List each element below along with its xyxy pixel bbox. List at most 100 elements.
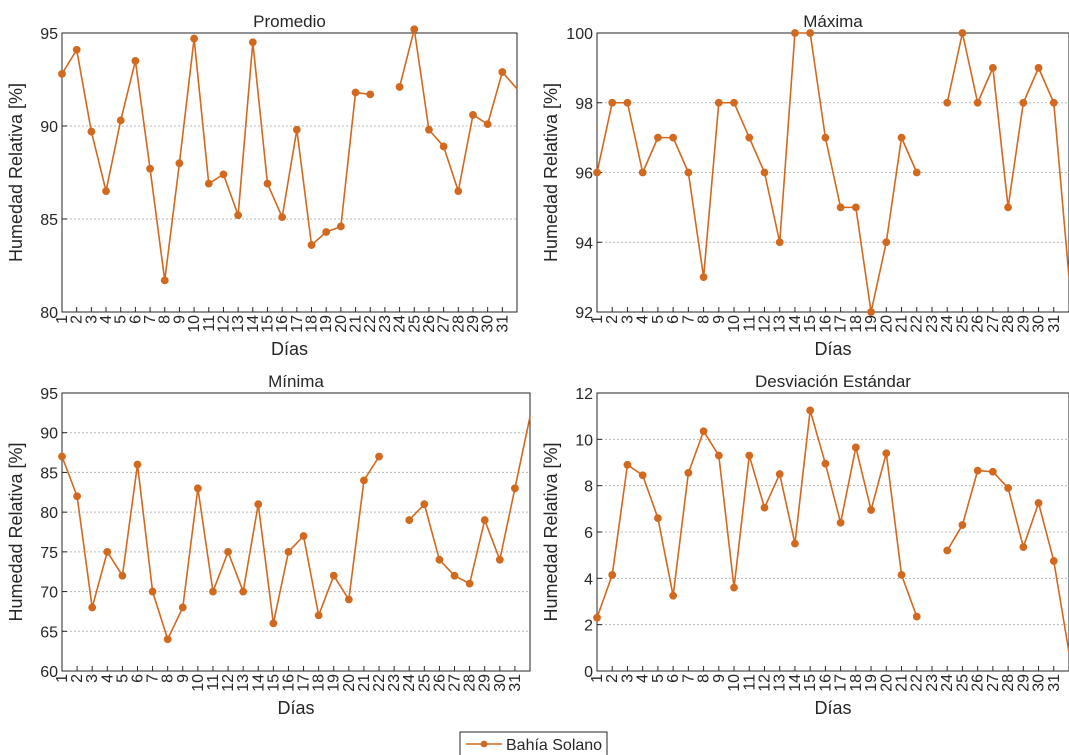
- chart0-data-point: [248, 38, 257, 47]
- chart3-xtick-label: 2: [604, 674, 621, 683]
- chart3-xtick-label: 6: [665, 674, 682, 683]
- chart1-data-point: [775, 238, 784, 247]
- chart3-data-point: [958, 521, 967, 529]
- chart2-data-point: [465, 579, 474, 588]
- chart0-xtick-label: 5: [113, 315, 130, 324]
- chart3-xtick-label: 14: [787, 674, 804, 692]
- chart3-ytick-label: 10: [575, 432, 593, 449]
- chart3-xtick-label: 10: [726, 674, 743, 692]
- chart3-xtick-label: 27: [985, 674, 1002, 692]
- chart0-ytick-label: 90: [40, 119, 58, 136]
- chart0-xtick-label: 27: [436, 315, 453, 333]
- chart0-xtick-label: 7: [142, 315, 159, 324]
- chart0-series-0: [58, 25, 518, 285]
- chart0-panel: 8085909512345678910111213141516171819202…: [6, 12, 518, 359]
- chart0-data-point: [278, 213, 287, 222]
- chart2-ytick-label: 95: [40, 386, 58, 403]
- chart3-data-point: [638, 471, 647, 480]
- chart3-xtick-label: 7: [680, 674, 697, 683]
- chart1-xtick-label: 3: [619, 315, 636, 324]
- chart0-xtick-label: 8: [157, 315, 174, 324]
- chart2-data-point: [148, 587, 157, 596]
- chart3-ytick-label: 2: [584, 618, 593, 635]
- chart0-data-point: [204, 179, 213, 188]
- chart1-data-point: [760, 168, 769, 177]
- chart2-data-point: [254, 500, 263, 509]
- chart3-xtick-label: 21: [894, 674, 911, 692]
- chart3-xtick-label: 11: [741, 674, 758, 691]
- chart0-xtick-label: 2: [69, 315, 86, 324]
- chart3-data-point: [988, 467, 997, 476]
- chart0-data-point: [263, 179, 272, 188]
- chart1-xtick-label: 27: [985, 315, 1002, 333]
- chart1-xtick-label: 21: [894, 315, 911, 333]
- chart3-data-point: [730, 583, 738, 592]
- chart1-xtick-label: 31: [1046, 315, 1063, 333]
- chart1-data-point: [836, 203, 845, 212]
- chart3-xtick-label: 29: [1015, 674, 1032, 692]
- chart3-data-point: [699, 427, 708, 436]
- chart0-xtick-label: 9: [171, 315, 188, 324]
- chart1-data-point: [791, 29, 799, 37]
- chart3-data-point: [608, 570, 617, 579]
- chart3-xtick-label: 19: [863, 674, 880, 692]
- chart1-xtick-label: 22: [909, 315, 926, 333]
- chart0-xtick-label: 12: [215, 315, 232, 333]
- chart3-xtick-label: 20: [878, 674, 895, 692]
- chart2-ytick-label: 60: [40, 664, 58, 681]
- chart3-data-point: [714, 451, 723, 460]
- chart0-xtick-label: 20: [333, 315, 350, 333]
- chart1-title: Máxima: [803, 12, 863, 31]
- chart1-xlabel: Días: [814, 339, 851, 359]
- chart1-ytick-label: 96: [575, 166, 593, 183]
- chart3-xtick-label: 1: [589, 674, 606, 683]
- chart1-xtick-label: 24: [939, 315, 956, 333]
- chart0-xtick-label: 31: [494, 315, 511, 333]
- chart3-xtick-label: 25: [954, 674, 971, 692]
- chart2-xtick-label: 10: [190, 674, 207, 692]
- chart1-series-0: [593, 29, 1069, 316]
- chart2-xtick-label: 6: [129, 674, 146, 683]
- chart0-xtick-label: 26: [421, 315, 438, 333]
- chart2-data-point: [224, 547, 232, 556]
- chart3-xtick-label: 17: [833, 674, 850, 692]
- chart0-xtick-label: 29: [465, 315, 482, 333]
- chart0-data-point: [116, 116, 125, 125]
- chart1-xtick-label: 13: [772, 315, 789, 333]
- chart3-data-point: [1019, 543, 1028, 551]
- chart0-xlabel: Días: [271, 339, 308, 359]
- chart3-xtick-label: 9: [711, 674, 728, 683]
- chart0-xtick-label: 16: [274, 315, 291, 333]
- chart3-ytick-label: 6: [584, 525, 593, 542]
- chart2-data-point: [420, 500, 429, 509]
- chart3-xtick-label: 3: [619, 674, 636, 683]
- chart3-data-point: [623, 460, 632, 469]
- chart3-xtick-label: 15: [802, 674, 819, 692]
- chart1-data-point: [745, 133, 754, 142]
- chart3-data-point: [973, 466, 982, 475]
- chart1-data-point: [867, 308, 875, 316]
- chart2-xtick-label: 14: [250, 674, 267, 692]
- chart3-xlabel: Días: [814, 698, 851, 718]
- chart0-xtick-label: 11: [201, 315, 218, 332]
- chart1-xtick-label: 7: [680, 315, 697, 324]
- chart0-xtick-label: 19: [318, 315, 335, 333]
- chart2-ytick-label: 75: [40, 545, 58, 562]
- chart2-panel: 6065707580859095123456789101112131415161…: [6, 372, 531, 718]
- chart3-data-point: [684, 469, 693, 477]
- legend-box: [459, 731, 608, 755]
- chart2-xtick-label: 12: [220, 674, 237, 692]
- chart3-xtick-label: 4: [635, 674, 652, 683]
- chart1-data-point: [714, 98, 723, 107]
- chart2-data-point: [450, 571, 459, 580]
- chart3-data-point: [806, 406, 815, 415]
- chart1-data-point: [1019, 98, 1028, 107]
- chart0-data-point: [366, 90, 375, 99]
- chart0-ytick-label: 95: [40, 26, 58, 43]
- chart2-xlabel: Días: [277, 698, 314, 718]
- chart2-data-point: [344, 595, 353, 604]
- chart0-xtick-label: 24: [392, 315, 409, 333]
- chart2-xtick-label: 19: [326, 674, 343, 692]
- chart2-xtick-label: 4: [99, 674, 116, 683]
